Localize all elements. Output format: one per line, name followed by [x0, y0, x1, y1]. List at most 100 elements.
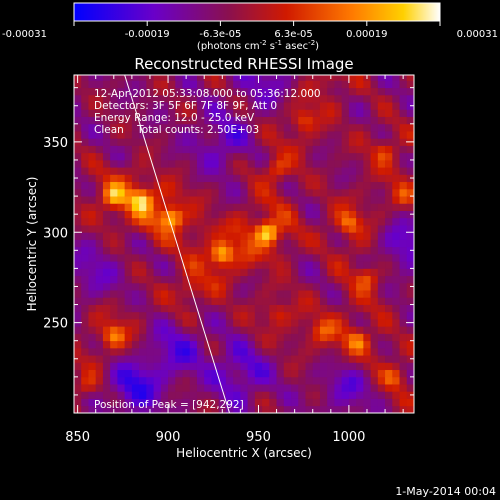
heatmap-cell: [385, 138, 393, 146]
heatmap-cell: [291, 131, 299, 139]
heatmap-cell: [370, 355, 379, 363]
heatmap-cell: [182, 210, 191, 219]
heatmap-cell: [298, 246, 306, 255]
heatmap-cell: [225, 109, 234, 117]
heatmap-cell: [356, 261, 364, 269]
heatmap-cell: [334, 80, 343, 89]
heatmap-cell: [319, 203, 328, 211]
heatmap-cell: [334, 362, 343, 371]
heatmap-cell: [254, 167, 263, 175]
heatmap-cell: [81, 159, 89, 168]
heatmap-cell: [385, 369, 393, 378]
heatmap-cell: [218, 145, 227, 154]
heatmap-cell: [175, 174, 183, 183]
heatmap-cell: [168, 152, 176, 161]
heatmap-cell: [218, 196, 227, 204]
heatmap-cell: [327, 362, 335, 371]
heatmap-cell: [175, 326, 183, 334]
heatmap-cell: [204, 174, 212, 183]
heatmap-cell: [327, 398, 335, 407]
heatmap-cell: [392, 311, 400, 320]
heatmap-cell: [196, 131, 205, 139]
heatmap-cell: [225, 304, 234, 313]
heatmap-cell: [88, 188, 97, 197]
heatmap-cell: [262, 268, 270, 277]
heatmap-cell: [370, 282, 379, 291]
heatmap-cell: [131, 398, 140, 407]
heatmap-cell: [377, 116, 386, 125]
heatmap-cell: [247, 210, 256, 219]
heatmap-cell: [341, 94, 350, 103]
heatmap-cell: [211, 123, 220, 132]
heatmap-cell: [377, 384, 386, 392]
heatmap-cell: [341, 102, 350, 110]
heatmap-cell: [189, 196, 198, 204]
heatmap-cell: [88, 145, 97, 154]
heatmap-cell: [88, 282, 97, 291]
heatmap-cell: [189, 311, 198, 320]
heatmap-cell: [168, 80, 176, 89]
heatmap-cell: [327, 391, 335, 399]
heatmap-cell: [110, 355, 118, 363]
colorbar-tick-label: -0.00031: [2, 29, 47, 40]
heatmap-cell: [218, 261, 227, 269]
heatmap-cell: [305, 232, 314, 240]
heatmap-cell: [327, 275, 335, 284]
heatmap-cell: [356, 391, 364, 399]
heatmap-cell: [225, 94, 234, 103]
heatmap-cell: [102, 102, 111, 110]
heatmap-cell: [110, 232, 118, 240]
heatmap-cell: [189, 340, 198, 349]
heatmap-cell: [406, 304, 414, 313]
heatmap-cell: [240, 232, 249, 240]
heatmap-cell: [269, 340, 277, 349]
heatmap-cell: [276, 181, 285, 190]
heatmap-cell: [117, 355, 126, 363]
heatmap-cell: [377, 376, 386, 385]
heatmap-cell: [102, 80, 111, 89]
heatmap-cell: [189, 167, 198, 175]
heatmap-cell: [168, 282, 176, 291]
heatmap-cell: [305, 333, 314, 342]
heatmap-cell: [117, 319, 126, 327]
heatmap-cell: [168, 167, 176, 175]
heatmap-cell: [276, 362, 285, 371]
heatmap-cell: [110, 188, 118, 197]
heatmap-cell: [254, 152, 263, 161]
heatmap-cell: [225, 261, 234, 269]
heatmap-cell: [305, 167, 314, 175]
heatmap-cell: [334, 290, 343, 298]
heatmap-cell: [327, 290, 335, 298]
heatmap-cell: [298, 369, 306, 378]
heatmap-cell: [218, 116, 227, 125]
heatmap-cell: [240, 109, 249, 117]
heatmap-cell: [110, 261, 118, 269]
heatmap-cell: [240, 210, 249, 219]
heatmap-cell: [81, 167, 89, 175]
heatmap-cell: [218, 87, 227, 96]
heatmap-cell: [189, 123, 198, 132]
heatmap-cell: [262, 174, 270, 183]
heatmap-cell: [370, 253, 379, 262]
heatmap-cell: [88, 75, 97, 81]
heatmap-cell: [131, 210, 140, 219]
heatmap-cell: [88, 138, 97, 146]
heatmap-cell: [327, 217, 335, 226]
heatmap-cell: [117, 123, 126, 132]
x-axis-tick-label: 950: [246, 430, 271, 445]
heatmap-cell: [312, 75, 321, 81]
heatmap-cell: [131, 333, 140, 342]
heatmap-cell: [131, 253, 140, 262]
heatmap-cell: [356, 304, 364, 313]
heatmap-cell: [348, 225, 357, 233]
heatmap-cell: [189, 384, 198, 392]
heatmap-cell: [233, 87, 241, 96]
heatmap-cell: [74, 94, 82, 103]
heatmap-cell: [356, 203, 364, 211]
heatmap-cell: [254, 131, 263, 139]
heatmap-cell: [291, 376, 299, 385]
heatmap-cell: [225, 87, 234, 96]
heatmap-cell: [102, 253, 111, 262]
chart-title: Reconstructed RHESSI Image: [134, 55, 353, 73]
heatmap-cell: [291, 232, 299, 240]
